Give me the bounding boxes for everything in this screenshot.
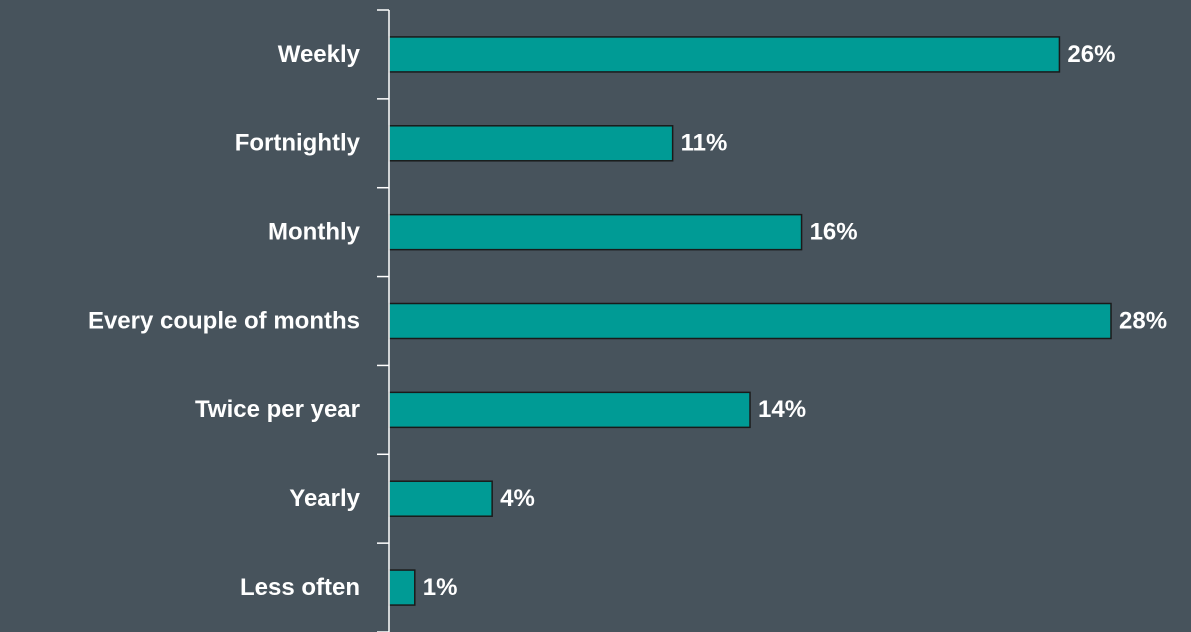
bar	[388, 36, 1061, 73]
value-label: 11%	[681, 130, 728, 157]
category-label: Twice per year	[195, 396, 360, 423]
bar	[388, 125, 674, 162]
bar	[388, 302, 1112, 340]
value-label: 16%	[810, 218, 858, 245]
bar	[388, 213, 803, 251]
value-label: 1%	[423, 574, 458, 601]
bar	[388, 391, 751, 429]
category-label: Every couple of months	[88, 307, 360, 334]
category-label: Less often	[240, 574, 360, 601]
value-label: 28%	[1119, 307, 1167, 334]
value-label: 4%	[500, 485, 535, 512]
category-label: Yearly	[289, 485, 360, 512]
category-label: Weekly	[278, 41, 361, 68]
value-label: 14%	[758, 396, 806, 423]
bar	[388, 480, 493, 517]
value-label: 26%	[1067, 41, 1115, 68]
category-label: Monthly	[268, 218, 361, 245]
category-label: Fortnightly	[235, 130, 361, 157]
bar	[388, 569, 416, 606]
